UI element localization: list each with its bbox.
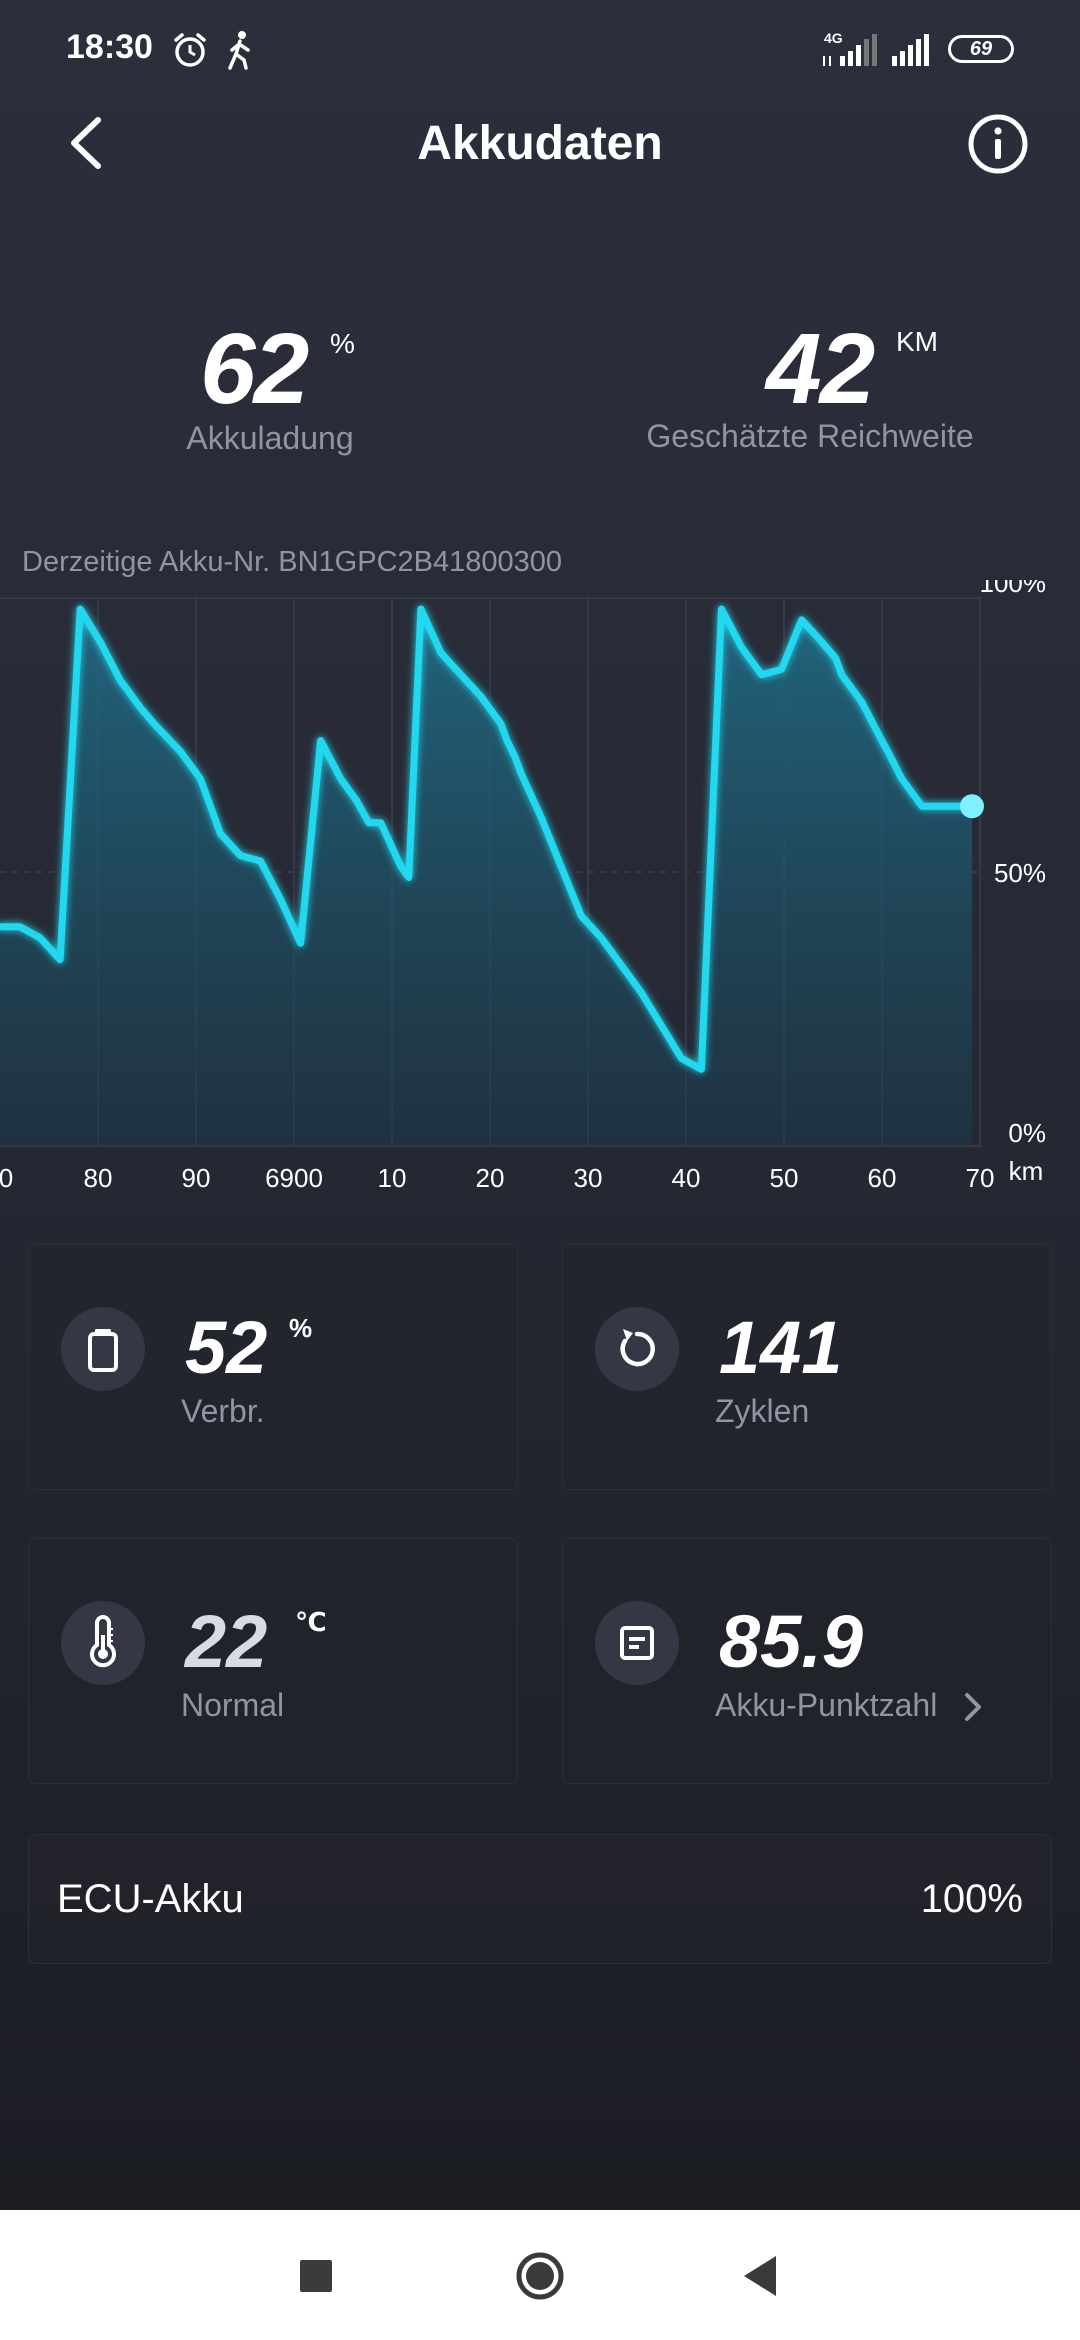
usage-value: 52 [185,1306,268,1389]
charge-label: Akkuladung [186,420,354,456]
x-tick-label: 20 [476,1163,505,1193]
ecu-label: ECU-Akku [57,1877,244,1921]
info-icon[interactable] [966,112,1030,176]
thermometer-icon [61,1601,145,1685]
x-tick-label: 50 [770,1163,799,1193]
usage-card: 52 % Verbr. [28,1244,518,1490]
range-value: 42 [766,313,875,425]
battery-history-chart[interactable]: 100% 50% 0% 0 80 90 6900 10 20 30 40 50 60 70 km [0,580,1080,1200]
x-axis-unit: km [1009,1156,1044,1186]
circle-icon[interactable] [514,2250,566,2302]
chart-line [0,605,976,1073]
walk-icon [228,31,250,70]
ecu-battery-row: ECU-Akku 100% [28,1834,1052,1964]
current-point [959,794,984,819]
back-icon[interactable] [56,108,116,178]
document-icon [595,1601,679,1685]
usage-label: Verbr. [181,1393,265,1429]
signal-icon [823,34,877,66]
alarm-icon [174,33,206,67]
battery-number: Derzeitige Akku-Nr. BN1GPC2B41800300 [22,546,563,578]
cycles-value: 141 [719,1306,843,1389]
temperature-value: 22 [185,1600,268,1683]
chart-area [0,609,972,1146]
x-tick-label: 70 [966,1163,995,1193]
x-tick-label: 0 [0,1163,13,1193]
y-tick-label: 50% [994,858,1046,888]
battery-level: 69 [969,38,993,60]
range-label: Geschätzte Reichweite [646,418,974,454]
score-card[interactable]: 85.9 Akku-Punktzahl [562,1538,1052,1784]
x-tick-label: 80 [84,1163,113,1193]
temperature-unit: ℃ [295,1607,327,1637]
charge-unit: % [330,328,355,359]
cycles-label: Zyklen [715,1393,810,1429]
x-tick-label: 6900 [265,1163,323,1193]
score-label: Akku-Punktzahl [715,1687,938,1723]
battery-icon: 69 [948,35,1014,63]
x-tick-label: 40 [672,1163,701,1193]
usage-unit: % [289,1313,313,1343]
x-tick-label: 30 [574,1163,603,1193]
y-tick-label: 0% [1008,1118,1046,1148]
x-tick-label: 10 [378,1163,407,1193]
network-label: 4G [824,30,843,46]
signal-icon [892,34,929,66]
range-unit: KM [896,326,938,357]
status-time: 18:30 [66,28,153,66]
charge-value: 62 [200,313,309,425]
x-tick-label: 60 [868,1163,897,1193]
chevron-right-icon[interactable] [959,1689,987,1725]
refresh-icon [595,1307,679,1391]
y-tick-label: 100% [980,580,1047,598]
cycles-card: 141 Zyklen [562,1244,1052,1490]
temperature-card: 22 ℃ Normal [28,1538,518,1784]
temperature-label: Normal [181,1687,285,1723]
ecu-value: 100% [920,1877,1023,1921]
triangle-back-icon[interactable] [742,2254,778,2298]
square-icon[interactable] [300,2260,332,2292]
page-title: Akkudaten [417,117,663,170]
x-tick-label: 90 [182,1163,211,1193]
battery-usage-icon [61,1307,145,1391]
score-value: 85.9 [719,1600,864,1683]
